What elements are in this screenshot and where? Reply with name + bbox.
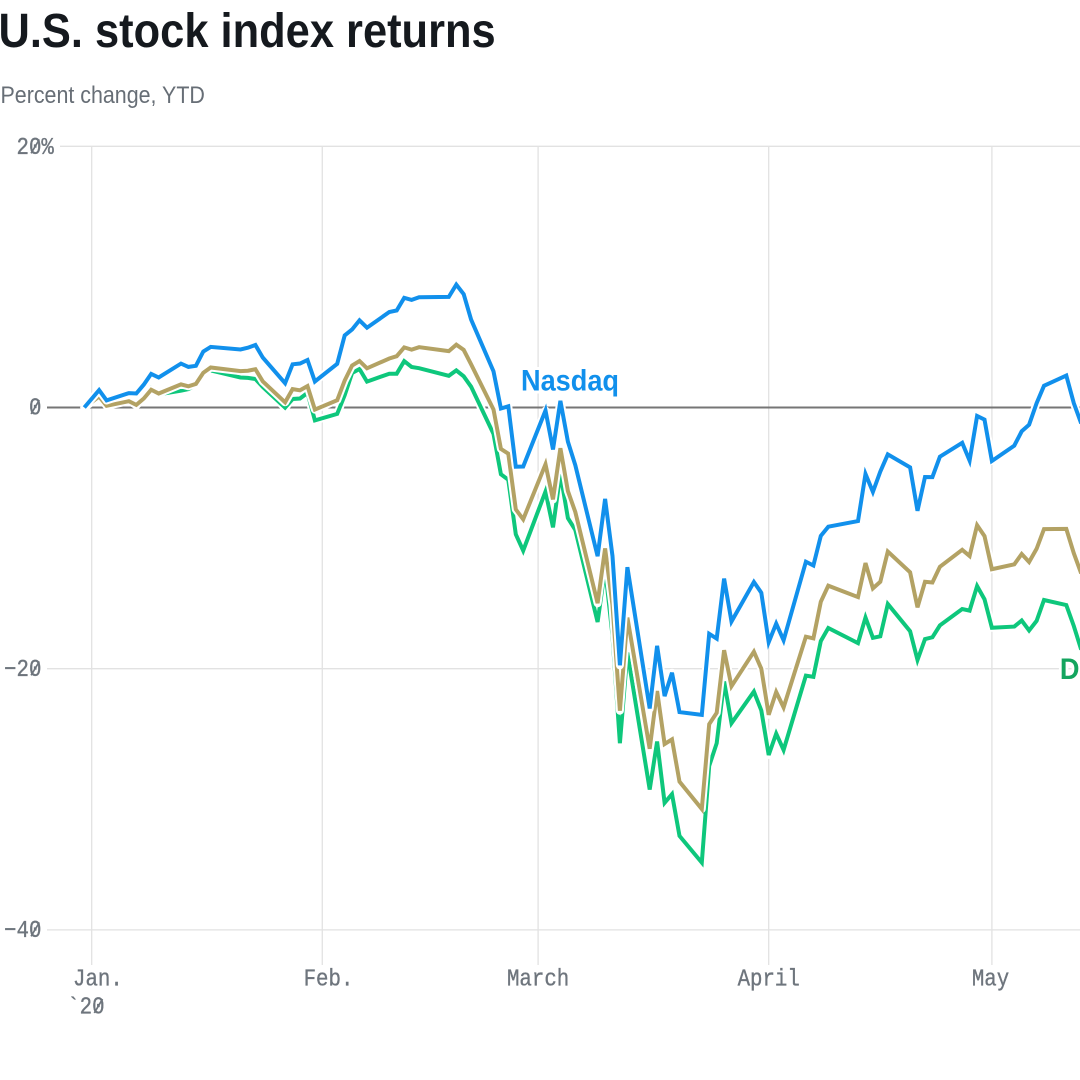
- svg-text:0: 0: [29, 396, 41, 423]
- svg-text:Nasdaq: Nasdaq: [521, 365, 619, 398]
- svg-text:−20: −20: [4, 657, 41, 684]
- svg-text:Feb.: Feb.: [304, 967, 354, 994]
- svg-text:Dow: Dow: [1060, 653, 1080, 686]
- svg-text:March: March: [507, 967, 569, 994]
- svg-text:May: May: [972, 967, 1009, 994]
- svg-text:U.S. stock index returns: U.S. stock index returns: [0, 4, 496, 57]
- svg-text:April: April: [738, 967, 800, 994]
- svg-text:20%: 20%: [17, 135, 55, 162]
- svg-text:−40: −40: [4, 918, 41, 945]
- svg-text:Percent change, YTD: Percent change, YTD: [1, 80, 205, 108]
- svg-text:`20: `20: [67, 995, 104, 1022]
- svg-text:Jan.: Jan.: [73, 967, 123, 994]
